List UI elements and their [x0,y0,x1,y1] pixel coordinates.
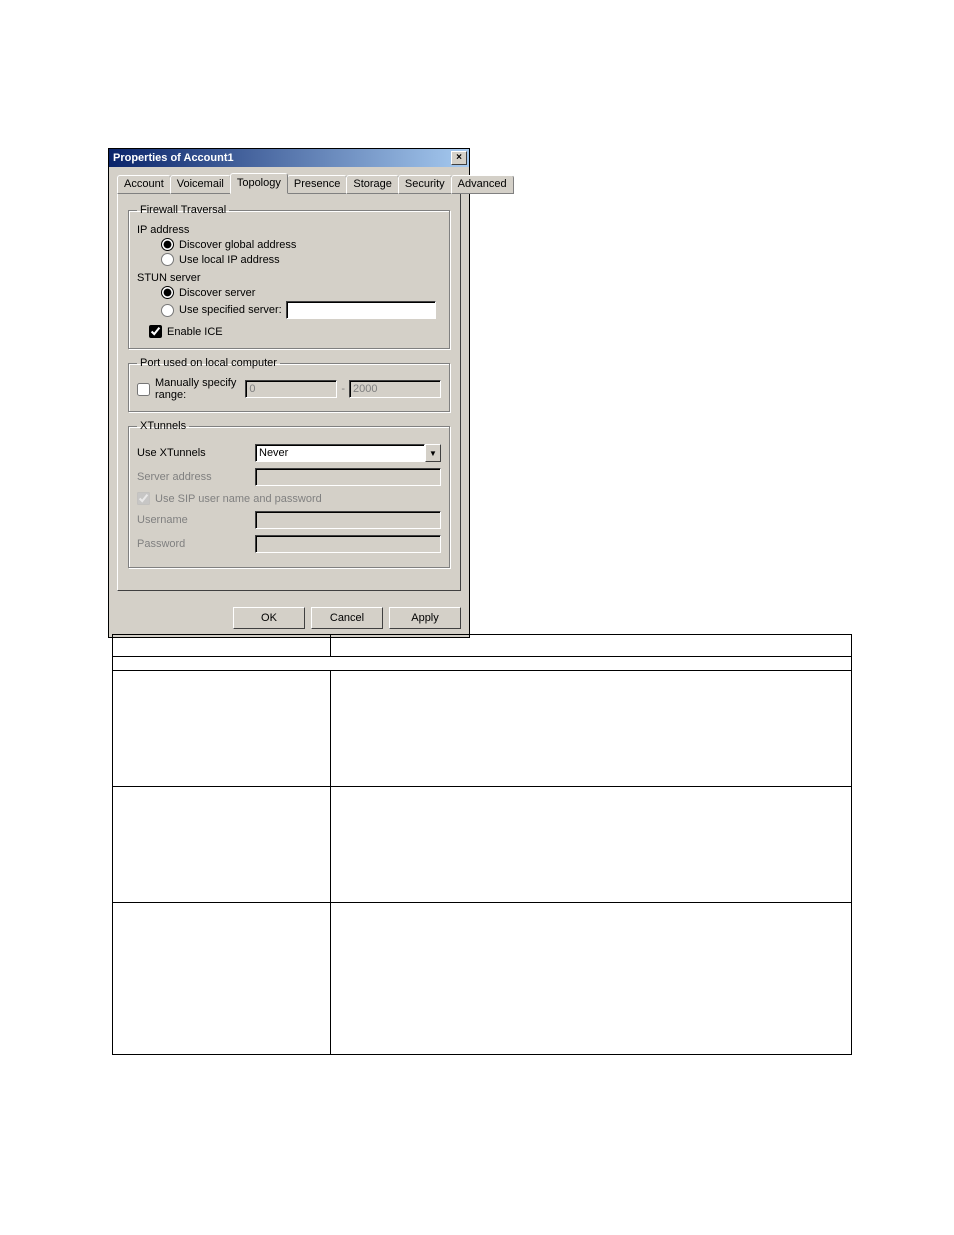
checkbox-use-sip-creds[interactable] [137,492,150,505]
table-header-field [113,635,331,657]
legend-firewall: Firewall Traversal [137,204,229,216]
table-cell-desc [331,903,852,1055]
tab-presence[interactable]: Presence [287,175,347,194]
label-manual-range: Manually specify range: [155,377,239,401]
input-password[interactable] [255,535,441,553]
close-button[interactable]: × [451,151,467,165]
group-firewall-traversal: Firewall Traversal IP address Discover g… [128,204,450,349]
input-specified-server[interactable] [286,301,436,319]
label-use-sip-creds: Use SIP user name and password [155,493,322,505]
label-use-local-ip: Use local IP address [179,254,280,266]
label-password: Password [137,538,255,550]
group-xtunnels: XTunnels Use XTunnels ▼ Server address [128,420,450,568]
tab-storage[interactable]: Storage [346,175,399,194]
dialog-body: Account Voicemail Topology Presence Stor… [109,167,469,599]
tab-account[interactable]: Account [117,175,171,194]
tab-voicemail[interactable]: Voicemail [170,175,231,194]
table-cell-field [113,787,331,903]
table-cell-field [113,671,331,787]
label-use-specified-server: Use specified server: [179,304,282,316]
window-title: Properties of Account1 [113,152,234,164]
ok-button[interactable]: OK [233,607,305,629]
chevron-down-icon[interactable]: ▼ [425,444,441,462]
table-section-row [113,657,852,671]
titlebar[interactable]: Properties of Account1 × [109,149,469,167]
cancel-button[interactable]: Cancel [311,607,383,629]
table-row [113,787,852,903]
field-description-table [112,634,852,1055]
apply-button[interactable]: Apply [389,607,461,629]
radio-use-local-ip[interactable] [161,253,174,266]
table-cell-desc [331,787,852,903]
radio-discover-server[interactable] [161,286,174,299]
checkbox-manual-range[interactable] [137,383,150,396]
label-use-xtunnels: Use XTunnels [137,447,255,459]
label-username: Username [137,514,255,526]
table-cell-desc [331,671,852,787]
select-use-xtunnels[interactable]: ▼ [255,444,441,462]
label-ip-address: IP address [137,224,189,236]
group-port-local: Port used on local computer Manually spe… [128,357,450,412]
table-row [113,671,852,787]
dialog-button-row: OK Cancel Apply [109,599,469,637]
legend-port: Port used on local computer [137,357,280,369]
label-stun-server: STUN server [137,272,201,284]
input-range-high[interactable] [349,380,441,398]
tabstrip: Account Voicemail Topology Presence Stor… [117,173,461,194]
checkbox-enable-ice[interactable] [149,325,162,338]
tabpanel-topology: Firewall Traversal IP address Discover g… [117,193,461,591]
input-server-address[interactable] [255,468,441,486]
table-cell-field [113,903,331,1055]
label-discover-server: Discover server [179,287,255,299]
tab-security[interactable]: Security [398,175,452,194]
table-row [113,903,852,1055]
table-header-description [331,635,852,657]
radio-discover-global[interactable] [161,238,174,251]
range-dash: - [341,383,345,395]
table-header-row [113,635,852,657]
legend-xtunnels: XTunnels [137,420,189,432]
properties-dialog: Properties of Account1 × Account Voicema… [108,148,470,638]
input-username[interactable] [255,511,441,529]
tab-topology[interactable]: Topology [230,173,288,194]
label-discover-global: Discover global address [179,239,296,251]
radio-use-specified-server[interactable] [161,304,174,317]
label-server-address: Server address [137,471,255,483]
select-use-xtunnels-value[interactable] [255,444,425,462]
table-section-cell [113,657,852,671]
tab-advanced[interactable]: Advanced [451,175,514,194]
input-range-low[interactable] [245,380,337,398]
label-enable-ice: Enable ICE [167,326,223,338]
close-icon: × [456,153,462,163]
